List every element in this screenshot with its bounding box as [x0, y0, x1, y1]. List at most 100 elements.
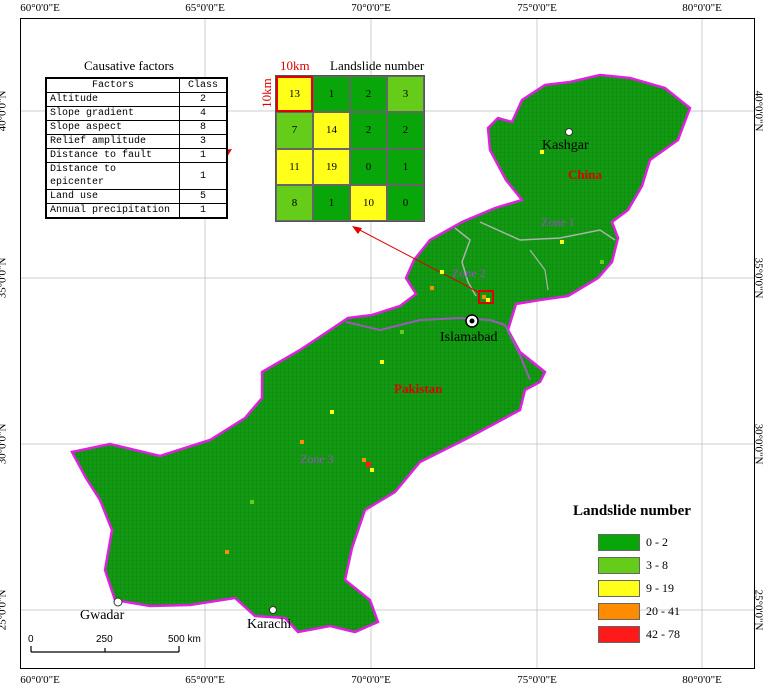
zone-boundary-east [479, 221, 616, 241]
table-row: Altitude 2 [45, 92, 228, 107]
factor-class: 2 [179, 92, 228, 107]
label-zone-3: Zone 3 [300, 452, 334, 466]
study-area-polygon [70, 73, 692, 634]
label-china: China [568, 167, 602, 182]
arrow-inset [353, 226, 481, 294]
lon-tick-75-top: 75°0'0"E [517, 2, 557, 14]
inset-cell: 1 [313, 76, 350, 113]
table-row: Relief amplitude 3 [45, 134, 228, 149]
table-row: Slope aspect 8 [45, 120, 228, 135]
legend-item: 42 - 78 [598, 626, 680, 643]
lon-tick-70-bottom: 70°0'0"E [351, 674, 391, 686]
factor-name: Slope aspect [45, 120, 180, 135]
inset-cell: 7 [276, 112, 313, 149]
lon-tick-75-bottom: 75°0'0"E [517, 674, 557, 686]
label-islamabad: Islamabad [440, 330, 498, 345]
inset-cell: 14 [313, 112, 350, 149]
kashgar-marker [565, 128, 573, 136]
inset-cell: 0 [387, 184, 424, 221]
inset-cell: 1 [387, 148, 424, 185]
factor-name: Annual precipitation [45, 203, 180, 219]
legend-label: 0 - 2 [646, 535, 668, 549]
inset-grid: 13 1 2 3 7 14 2 2 11 19 0 1 8 1 10 0 [275, 75, 425, 222]
table-row: Annual precipitation 1 [45, 203, 228, 219]
label-zone-1: Zone 1 [541, 215, 575, 229]
label-kashgar: Kashgar [542, 138, 589, 153]
label-karachi: Karachi [247, 617, 292, 632]
table-header-row: Factors Class [45, 77, 228, 93]
scale-label-250: 250 [96, 634, 113, 645]
inset-cell: 2 [350, 76, 387, 113]
inset-cell: 10 [350, 184, 387, 221]
zone-boundary-inner [529, 249, 549, 291]
table-row: Slope gradient 4 [45, 106, 228, 121]
legend-item: 0 - 2 [598, 534, 668, 551]
causative-factors-title: Causative factors [84, 58, 174, 73]
legend-title: Landslide number [573, 503, 691, 519]
header-factors: Factors [45, 77, 180, 93]
lon-tick-65-bottom: 65°0'0"E [185, 674, 225, 686]
inset-cell: 1 [313, 184, 350, 221]
scale-bar [30, 646, 180, 653]
legend-label: 42 - 78 [646, 627, 680, 641]
label-zone-2: Zone 2 [452, 266, 486, 280]
legend-swatch [598, 603, 640, 620]
factor-class: 1 [179, 203, 228, 219]
legend-swatch [598, 534, 640, 551]
lon-tick-80-top: 80°0'0"E [682, 2, 722, 14]
causative-factors-table: Factors Class Altitude 2 Slope gradient 4 … [45, 77, 228, 219]
inset-cell: 2 [387, 112, 424, 149]
legend-swatch [598, 557, 640, 574]
scale-label-500: 500 km [168, 634, 201, 645]
factor-class: 4 [179, 106, 228, 121]
inset-cell: 0 [350, 148, 387, 185]
factor-class: 3 [179, 134, 228, 149]
lon-tick-70-top: 70°0'0"E [351, 2, 391, 14]
inset-title: Landslide number [330, 58, 425, 73]
scale-label-0: 0 [28, 634, 34, 645]
islamabad-marker-dot [469, 318, 475, 324]
factor-name: Relief amplitude [45, 134, 180, 149]
gwadar-marker [113, 597, 123, 607]
inset-cell: 11 [276, 148, 313, 185]
landslide-cells [225, 150, 604, 554]
factor-name: Land use [45, 189, 180, 204]
label-gwadar: Gwadar [80, 608, 125, 623]
legend-item: 3 - 8 [598, 557, 668, 574]
factor-class: 1 [179, 148, 228, 163]
header-class: Class [179, 77, 228, 93]
legend-label: 3 - 8 [646, 558, 668, 572]
table-row: Land use 5 [45, 189, 228, 204]
lon-tick-80-bottom: 80°0'0"E [682, 674, 722, 686]
legend-label: 9 - 19 [646, 581, 674, 595]
legend-swatch [598, 580, 640, 597]
legend-label: 20 - 41 [646, 604, 680, 618]
table-row: Distance to epicenter 1 [45, 162, 228, 190]
inset-cell: 8 [276, 184, 313, 221]
legend-item: 9 - 19 [598, 580, 674, 597]
lon-tick-60-top: 60°0'0"E [20, 2, 60, 14]
inset-cell: 2 [350, 112, 387, 149]
factor-name: Distance to epicenter [45, 162, 180, 190]
lon-tick-65-top: 65°0'0"E [185, 2, 225, 14]
zone-boundary-north [454, 227, 477, 297]
factor-class: 5 [179, 189, 228, 204]
legend-item: 20 - 41 [598, 603, 680, 620]
inset-size-label: 10km [280, 58, 310, 73]
inset-location-box [478, 290, 494, 304]
table-row: Distance to fault 1 [45, 148, 228, 163]
factor-name: Slope gradient [45, 106, 180, 121]
lon-tick-60-bottom: 60°0'0"E [20, 674, 60, 686]
legend-swatch [598, 626, 640, 643]
factor-name: Altitude [45, 92, 180, 107]
factor-name: Distance to fault [45, 148, 180, 163]
inset-size-label-vertical: 10km [258, 78, 274, 108]
factor-class: 8 [179, 120, 228, 135]
inset-cell: 3 [387, 76, 424, 113]
inset-cell: 19 [313, 148, 350, 185]
karachi-marker [269, 606, 277, 614]
inset-cell: 13 [276, 76, 313, 113]
arrow-inset-head [352, 226, 362, 234]
label-pakistan: Pakistan [394, 381, 443, 396]
